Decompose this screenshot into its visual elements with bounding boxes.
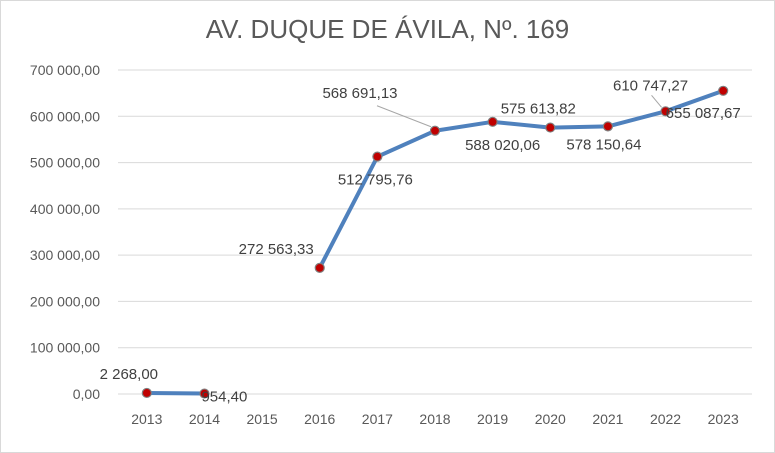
x-tick-label: 2014 — [189, 411, 220, 427]
label-leader-line — [651, 94, 662, 108]
y-tick-label: 500 000,00 — [30, 155, 100, 171]
data-label: 575 613,82 — [501, 101, 576, 118]
data-point — [487, 116, 498, 127]
data-point — [141, 387, 152, 399]
data-point — [372, 151, 383, 162]
x-tick-label: 2023 — [708, 411, 739, 427]
data-point — [660, 106, 671, 117]
data-label: 954,40 — [201, 389, 247, 406]
y-tick-label: 100 000,00 — [30, 340, 100, 356]
data-label: 2 268,00 — [100, 366, 158, 383]
data-label: 610 747,27 — [613, 77, 688, 94]
y-tick-label: 200 000,00 — [30, 293, 100, 309]
y-tick-label: 300 000,00 — [30, 247, 100, 263]
x-tick-label: 2021 — [592, 411, 623, 427]
y-tick-label: 400 000,00 — [30, 201, 100, 217]
series-line — [144, 390, 207, 396]
x-tick-label: 2016 — [304, 411, 335, 427]
y-tick-label: 700 000,00 — [30, 62, 100, 78]
x-tick-label: 2015 — [247, 411, 278, 427]
label-leader-line — [376, 105, 432, 128]
x-tick-label: 2018 — [419, 411, 450, 427]
x-tick-label: 2022 — [650, 411, 681, 427]
series-line — [317, 88, 726, 270]
data-point — [545, 122, 556, 133]
data-point — [718, 85, 729, 96]
data-point — [602, 121, 614, 132]
data-label: 272 563,33 — [239, 241, 314, 258]
data-point — [199, 388, 210, 399]
data-point — [429, 125, 441, 136]
y-tick-label: 0,00 — [73, 386, 100, 402]
data-point — [314, 262, 325, 273]
x-tick-label: 2019 — [477, 411, 508, 427]
data-label: 578 150,64 — [566, 136, 641, 153]
data-label: 588 020,06 — [465, 137, 540, 154]
x-tick-label: 2020 — [535, 411, 566, 427]
data-label: 655 087,67 — [666, 105, 741, 122]
x-tick-label: 2017 — [362, 411, 393, 427]
y-tick-label: 600 000,00 — [30, 108, 100, 124]
data-label: 512 795,76 — [338, 172, 413, 189]
data-label: 568 691,13 — [322, 85, 397, 102]
x-tick-label: 2013 — [131, 411, 162, 427]
chart-title: AV. DUQUE DE ÁVILA, Nº. 169 — [205, 14, 570, 44]
